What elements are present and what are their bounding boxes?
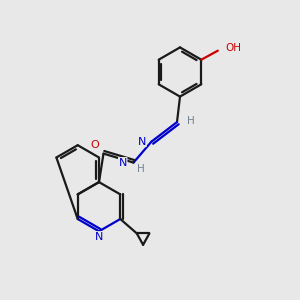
Text: O: O [91, 140, 100, 150]
Text: H: H [137, 164, 145, 174]
Text: N: N [138, 136, 146, 147]
Text: N: N [95, 232, 103, 242]
Text: OH: OH [225, 43, 241, 53]
Text: H: H [188, 116, 195, 126]
Text: N: N [118, 158, 127, 168]
